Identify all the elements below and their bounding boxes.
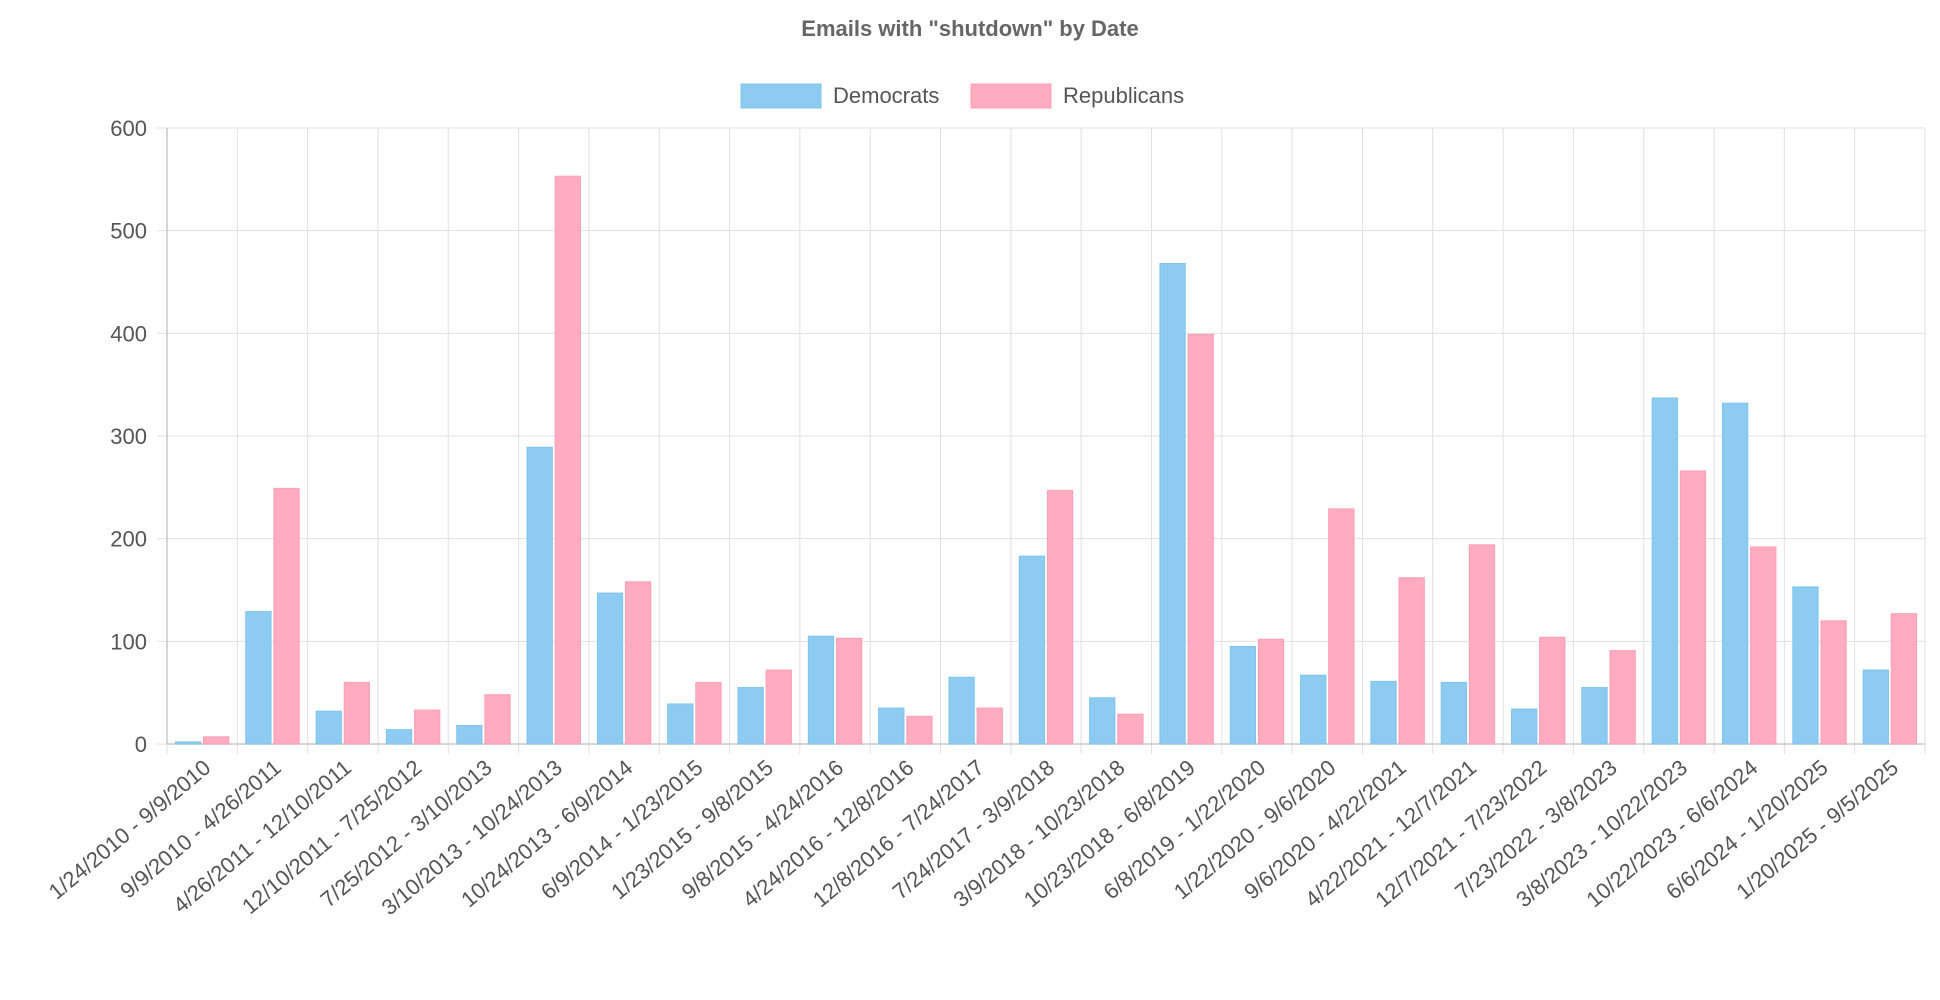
bar-democrats[interactable] — [1089, 697, 1116, 745]
bar-democrats[interactable] — [667, 703, 694, 745]
bar-democrats[interactable] — [1581, 687, 1608, 745]
bar-republicans[interactable] — [1328, 508, 1355, 745]
bar-democrats[interactable] — [1370, 680, 1397, 745]
bar-democrats[interactable] — [315, 710, 342, 745]
bar-democrats[interactable] — [174, 741, 202, 745]
bar-democrats[interactable] — [878, 707, 905, 745]
bar-republicans[interactable] — [1890, 613, 1918, 745]
bar-democrats[interactable] — [807, 635, 835, 745]
bar-republicans[interactable] — [1609, 650, 1636, 745]
legend-label: Republicans — [1063, 83, 1184, 108]
bar-republicans[interactable] — [1468, 544, 1496, 745]
bar-democrats[interactable] — [596, 592, 624, 745]
bar-republicans[interactable] — [554, 175, 581, 745]
bar-democrats[interactable] — [1159, 263, 1186, 745]
bar-republicans[interactable] — [765, 669, 792, 745]
bar-republicans[interactable] — [273, 487, 300, 745]
bar-republicans[interactable] — [1046, 489, 1074, 745]
legend-swatch — [740, 83, 822, 109]
bar-republicans[interactable] — [835, 637, 863, 745]
bar-republicans[interactable] — [1398, 577, 1425, 745]
bar-republicans[interactable] — [1187, 333, 1214, 745]
bar-democrats[interactable] — [456, 725, 483, 745]
bar-republicans[interactable] — [1117, 713, 1144, 745]
bar-republicans[interactable] — [624, 581, 652, 745]
legend-label: Democrats — [833, 83, 939, 108]
y-tick-label: 600 — [110, 116, 147, 141]
bar-republicans[interactable] — [484, 694, 511, 745]
bar-republicans[interactable] — [695, 681, 722, 745]
y-tick-label: 300 — [110, 424, 147, 449]
bars — [174, 175, 1918, 745]
y-tick-label: 0 — [135, 732, 147, 757]
bar-republicans[interactable] — [1750, 546, 1777, 745]
bar-democrats[interactable] — [1018, 555, 1046, 745]
bar-republicans[interactable] — [343, 681, 371, 745]
bar-democrats[interactable] — [1651, 397, 1678, 745]
bar-democrats[interactable] — [737, 687, 764, 745]
bar-democrats[interactable] — [1721, 402, 1749, 745]
bar-democrats[interactable] — [1440, 681, 1468, 745]
y-tick-label: 400 — [110, 321, 147, 346]
y-tick-label: 100 — [110, 629, 147, 654]
legend-swatch — [970, 83, 1052, 109]
legend[interactable]: Democrats Republicans — [740, 83, 1184, 109]
bar-republicans[interactable] — [1679, 470, 1707, 745]
bar-republicans[interactable] — [414, 709, 441, 745]
legend-item-democrats[interactable]: Democrats — [740, 83, 939, 109]
chart-title: Emails with "shutdown" by Date — [801, 16, 1138, 41]
bar-republicans[interactable] — [1539, 636, 1566, 745]
bar-republicans[interactable] — [976, 707, 1003, 745]
bar-democrats[interactable] — [1862, 669, 1889, 745]
legend-item-republicans[interactable]: Republicans — [970, 83, 1184, 109]
bar-democrats[interactable] — [1229, 645, 1257, 745]
bar-democrats[interactable] — [1300, 674, 1327, 745]
bar-republicans[interactable] — [1257, 638, 1285, 745]
bar-democrats[interactable] — [948, 676, 975, 745]
bar-republicans[interactable] — [1820, 620, 1847, 745]
bar-democrats[interactable] — [1792, 586, 1819, 745]
bar-democrats[interactable] — [385, 729, 413, 745]
y-tick-label: 200 — [110, 527, 147, 552]
bar-democrats[interactable] — [1511, 708, 1538, 745]
y-tick-label: 500 — [110, 219, 147, 244]
bar-democrats[interactable] — [526, 446, 553, 745]
gridlines — [157, 127, 1926, 754]
bar-republicans[interactable] — [906, 715, 933, 745]
bar-democrats[interactable] — [245, 611, 272, 745]
bar-republicans[interactable] — [203, 736, 230, 745]
